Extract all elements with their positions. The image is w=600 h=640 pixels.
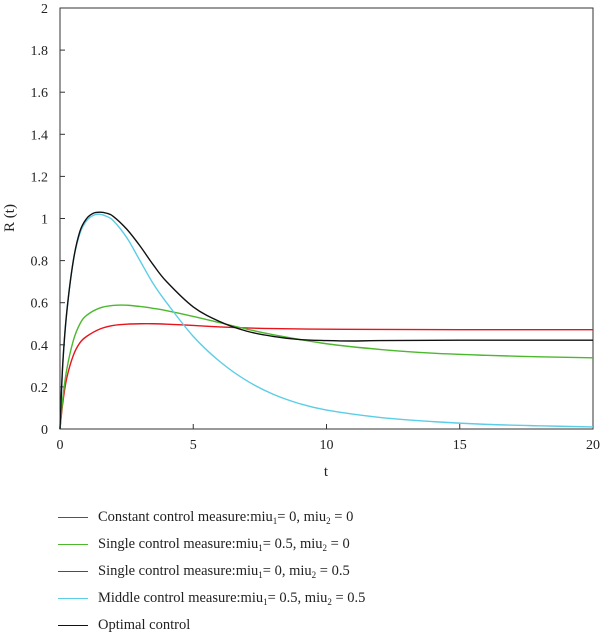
line-chart: 0 5 10 15 20 0 0.2 0.4 0.6 0.8 1 1.2 1.4 1.6 1.8 2 t R … (0, 0, 600, 500)
series-line-optimal-control (60, 212, 593, 429)
legend-item-single-control-miu2: Single control measure:miu1= 0, miu2 = 0… (58, 559, 578, 583)
legend-swatch (58, 571, 88, 572)
y-tick-label: 1 (41, 213, 48, 228)
y-tick-label: 0.8 (31, 255, 49, 270)
legend-label: Single control measure:miu1= 0, miu2 = 0… (98, 563, 350, 580)
legend-label: Constant control measure:miu1= 0, miu2 =… (98, 509, 353, 526)
legend-item-optimal-control: Optimal control (58, 613, 578, 637)
x-tick-label: 20 (586, 438, 600, 453)
y-tick-label: 0.4 (31, 339, 49, 354)
legend-label: Optimal control (98, 617, 190, 634)
y-tick-label: 0.2 (31, 381, 49, 396)
legend-text-part: = 0 (327, 536, 350, 552)
legend-item-middle-control: Middle control measure:miu1= 0.5, miu2 =… (58, 586, 578, 610)
legend-text-part: = 0.5, miu (263, 536, 323, 552)
x-tick-label: 15 (453, 438, 467, 453)
y-tick-label: 1.2 (31, 170, 49, 185)
legend-text-part: Constant control measure:miu (98, 509, 273, 525)
legend-label: Middle control measure:miu1= 0.5, miu2 =… (98, 590, 365, 607)
legend-text-part: = 0 (331, 509, 354, 525)
axes: 0 5 10 15 20 0 0.2 0.4 0.6 0.8 1 1.2 1.4 1.6 1.8 2 (31, 2, 600, 453)
legend-text-part: = 0.5 (316, 563, 350, 579)
plot-frame (60, 8, 593, 429)
legend-item-single-control-miu1: Single control measure:miu1= 0.5, miu2 =… (58, 532, 578, 556)
x-tick-label: 10 (320, 438, 334, 453)
legend-text-part: Single control measure:miu (98, 563, 258, 579)
legend-text-part: Optimal control (98, 617, 190, 633)
y-tick-label: 0.6 (31, 297, 49, 312)
y-tick-label: 1.8 (31, 44, 49, 59)
legend-swatch (58, 625, 88, 626)
legend-swatch (58, 517, 88, 518)
legend-swatch (58, 598, 88, 599)
legend-text-part: = 0, miu (277, 509, 326, 525)
y-tick-label: 2 (41, 2, 48, 17)
y-tick-label: 1.4 (31, 128, 49, 143)
legend-text-part: = 0.5 (332, 590, 366, 606)
legend: Constant control measure:miu1= 0, miu2 =… (58, 505, 578, 640)
series-layer (60, 212, 593, 429)
y-tick-label: 1.6 (31, 86, 49, 101)
legend-text-part: = 0, miu (263, 563, 312, 579)
y-axis-label: R (t) (2, 204, 18, 232)
legend-item-constant-control: Constant control measure:miu1= 0, miu2 =… (58, 505, 578, 529)
plot-area (60, 8, 593, 429)
x-tick-label: 0 (57, 438, 64, 453)
legend-label: Single control measure:miu1= 0.5, miu2 =… (98, 536, 350, 553)
x-tick-label: 5 (190, 438, 197, 453)
x-axis-label: t (324, 464, 329, 480)
legend-swatch (58, 544, 88, 545)
legend-text-part: Middle control measure:miu (98, 590, 263, 606)
legend-text-part: Single control measure:miu (98, 536, 258, 552)
y-tick-label: 0 (41, 423, 48, 438)
legend-text-part: = 0.5, miu (268, 590, 328, 606)
